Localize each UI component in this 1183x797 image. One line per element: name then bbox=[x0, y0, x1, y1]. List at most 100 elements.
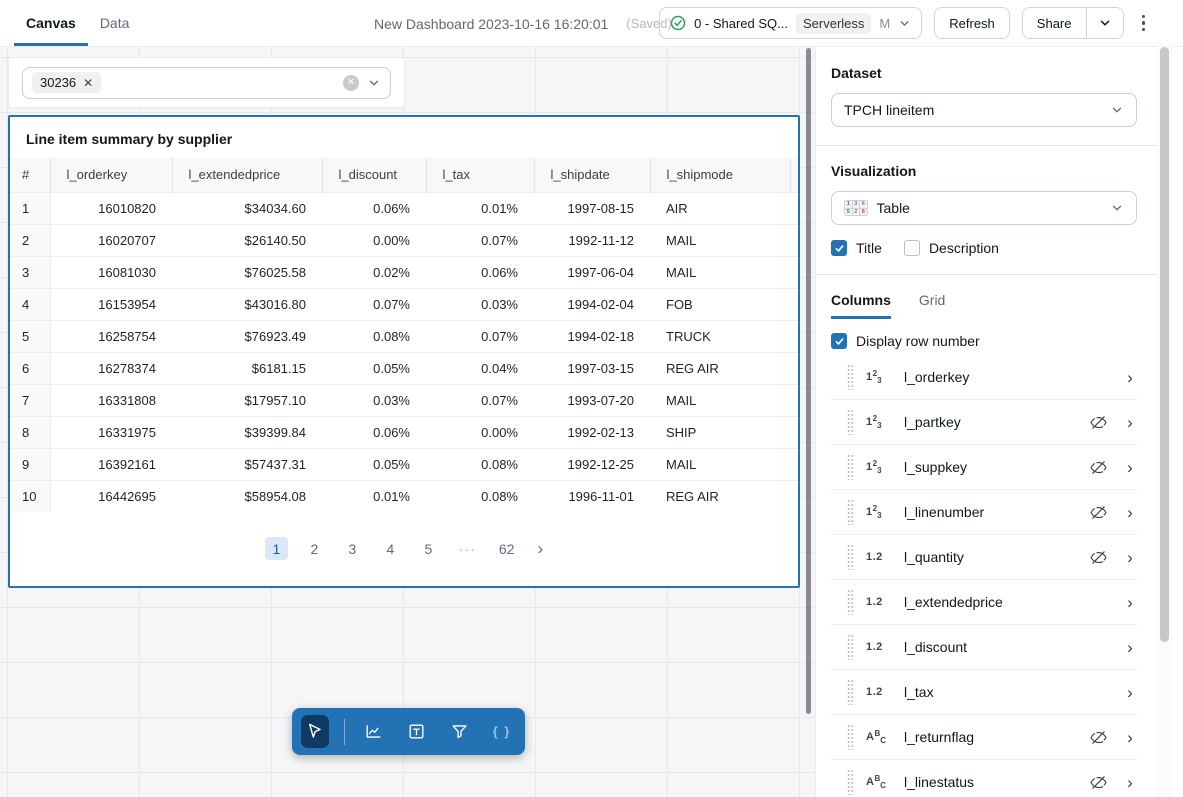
tab-data[interactable]: Data bbox=[99, 15, 130, 31]
add-code-tool-icon[interactable]: { } bbox=[492, 724, 512, 739]
row-number-cell: 2 bbox=[10, 223, 51, 256]
dataset-select[interactable]: TPCH lineitem bbox=[831, 93, 1137, 127]
column-config-row-l_tax[interactable]: 1.2 l_tax › bbox=[831, 670, 1137, 715]
canvas-scrollbar[interactable] bbox=[806, 48, 811, 714]
table-cell: 0.04% bbox=[426, 351, 534, 384]
table-cell: 0.00% bbox=[322, 223, 426, 256]
window-scrollbar[interactable] bbox=[1157, 45, 1172, 797]
column-header-row-number[interactable]: # bbox=[10, 158, 51, 192]
drag-handle-icon[interactable] bbox=[847, 409, 854, 435]
table-cell: 0.02% bbox=[322, 255, 426, 288]
page-button-1[interactable]: 1 bbox=[264, 537, 288, 560]
table-cell: 0.08% bbox=[322, 319, 426, 352]
expand-chevron-icon[interactable]: › bbox=[1127, 772, 1133, 792]
page-button-2[interactable]: 2 bbox=[310, 540, 319, 557]
hidden-eye-slash-icon[interactable] bbox=[1085, 459, 1111, 476]
table-cell: 1997-06-04 bbox=[534, 255, 650, 288]
pagination: 1 2 3 4 5 ··· 62 › bbox=[10, 537, 798, 560]
title-checkbox[interactable]: Title bbox=[831, 240, 882, 256]
table-cell: 16010820 bbox=[50, 191, 172, 224]
drag-handle-icon[interactable] bbox=[847, 454, 854, 480]
drag-handle-icon[interactable] bbox=[847, 769, 854, 795]
column-header-l_tax[interactable]: l_tax bbox=[426, 158, 535, 192]
table-cell: FOB bbox=[650, 287, 790, 320]
drag-handle-icon[interactable] bbox=[847, 364, 854, 390]
expand-chevron-icon[interactable]: › bbox=[1127, 502, 1133, 522]
column-config-row-l_extendedprice[interactable]: 1.2 l_extendedprice › bbox=[831, 580, 1137, 625]
select-cursor-tool-icon[interactable] bbox=[301, 715, 329, 748]
table-cell: 16081030 bbox=[50, 255, 172, 288]
hidden-eye-slash-icon[interactable] bbox=[1085, 504, 1111, 521]
table-cell-filler bbox=[790, 351, 798, 384]
expand-chevron-icon[interactable]: › bbox=[1127, 682, 1133, 702]
expand-chevron-icon[interactable]: › bbox=[1127, 457, 1133, 477]
row-number-cell: 5 bbox=[10, 319, 51, 352]
hidden-eye-slash-icon[interactable] bbox=[1085, 774, 1111, 791]
integer-type-icon: 123 bbox=[866, 504, 882, 520]
share-menu-button[interactable] bbox=[1085, 8, 1123, 38]
drag-handle-icon[interactable] bbox=[847, 544, 854, 570]
expand-chevron-icon[interactable]: › bbox=[1127, 412, 1133, 432]
next-page-icon[interactable]: › bbox=[537, 539, 544, 558]
filter-select[interactable]: 30236 ✕ ✕ bbox=[22, 66, 391, 99]
dashboard-title[interactable]: New Dashboard 2023-10-16 16:20:01 bbox=[374, 15, 609, 32]
dashboard-canvas[interactable]: 30236 ✕ ✕ Line item summary by supplier … bbox=[0, 47, 815, 797]
column-header-l_discount[interactable]: l_discount bbox=[322, 158, 427, 192]
drag-handle-icon[interactable] bbox=[847, 724, 854, 750]
window-scrollbar-thumb[interactable] bbox=[1160, 47, 1169, 642]
page-button-4[interactable]: 4 bbox=[386, 540, 395, 557]
column-header-l_orderkey[interactable]: l_orderkey bbox=[50, 158, 173, 192]
page-button-62[interactable]: 62 bbox=[498, 540, 515, 557]
tab-grid[interactable]: Grid bbox=[918, 292, 946, 308]
share-button[interactable]: Share bbox=[1022, 8, 1086, 38]
column-header-l_shipdate[interactable]: l_shipdate bbox=[534, 158, 651, 192]
hidden-eye-slash-icon[interactable] bbox=[1085, 549, 1111, 566]
refresh-button[interactable]: Refresh bbox=[934, 7, 1010, 39]
kebab-menu-icon[interactable] bbox=[1136, 9, 1152, 38]
page-button-5[interactable]: 5 bbox=[424, 540, 433, 557]
column-config-row-l_orderkey[interactable]: 123 l_orderkey › bbox=[831, 355, 1137, 400]
drag-handle-icon[interactable] bbox=[847, 499, 854, 525]
tab-canvas[interactable]: Canvas bbox=[14, 0, 88, 46]
add-visualization-tool-icon[interactable] bbox=[360, 715, 388, 748]
table-widget[interactable]: Line item summary by supplier # l_orderke… bbox=[8, 115, 800, 588]
result-table-header-row: # l_orderkey l_extendedprice l_discount l_ta… bbox=[10, 158, 798, 192]
expand-chevron-icon[interactable]: › bbox=[1127, 727, 1133, 747]
column-config-row-l_suppkey[interactable]: 123 l_suppkey › bbox=[831, 445, 1137, 490]
editor-tabs: Canvas Data bbox=[14, 0, 141, 46]
column-config-row-l_linenumber[interactable]: 123 l_linenumber › bbox=[831, 490, 1137, 535]
column-header-l_shipmode[interactable]: l_shipmode bbox=[650, 158, 791, 192]
column-config-row-l_returnflag[interactable]: ABC l_returnflag › bbox=[831, 715, 1137, 760]
warehouse-selector[interactable]: 0 - Shared SQ... Serverless M bbox=[659, 7, 923, 39]
drag-handle-icon[interactable] bbox=[847, 679, 854, 705]
expand-chevron-icon[interactable]: › bbox=[1127, 547, 1133, 567]
filter-chip[interactable]: 30236 ✕ bbox=[32, 72, 102, 93]
page-button-3[interactable]: 3 bbox=[348, 540, 357, 557]
expand-chevron-icon[interactable]: › bbox=[1127, 367, 1133, 387]
description-checkbox[interactable]: Description bbox=[903, 240, 999, 256]
hidden-eye-slash-icon[interactable] bbox=[1085, 414, 1111, 431]
clear-all-icon[interactable]: ✕ bbox=[343, 74, 359, 91]
chip-remove-icon[interactable]: ✕ bbox=[83, 75, 94, 90]
column-config-row-l_discount[interactable]: 1.2 l_discount › bbox=[831, 625, 1137, 670]
add-filter-tool-icon[interactable] bbox=[445, 715, 473, 748]
display-row-number-checkbox[interactable]: Display row number bbox=[831, 333, 1137, 349]
row-number-cell: 6 bbox=[10, 351, 51, 384]
row-number-cell: 7 bbox=[10, 383, 51, 416]
add-textbox-tool-icon[interactable] bbox=[403, 715, 431, 748]
drag-handle-icon[interactable] bbox=[847, 589, 854, 615]
hidden-eye-slash-icon[interactable] bbox=[1085, 729, 1111, 746]
table-cell: 0.00% bbox=[426, 415, 534, 448]
column-header-l_extendedprice[interactable]: l_extendedprice bbox=[172, 158, 323, 192]
drag-handle-icon[interactable] bbox=[847, 634, 854, 660]
column-config-row-l_linestatus[interactable]: ABC l_linestatus › bbox=[831, 760, 1137, 797]
table-row: 5 16258754 $76923.49 0.08% 0.07% 1994-02-18 TR… bbox=[10, 319, 798, 352]
tab-columns[interactable]: Columns bbox=[831, 292, 891, 319]
expand-chevron-icon[interactable]: › bbox=[1127, 592, 1133, 612]
expand-chevron-icon[interactable]: › bbox=[1127, 637, 1133, 657]
column-config-row-l_partkey[interactable]: 123 l_partkey › bbox=[831, 400, 1137, 445]
filter-widget[interactable]: 30236 ✕ ✕ bbox=[8, 57, 405, 108]
column-config-row-l_quantity[interactable]: 1.2 l_quantity › bbox=[831, 535, 1137, 580]
table-row: 1 16010820 $34034.60 0.06% 0.01% 1997-08-15 AI… bbox=[10, 191, 798, 224]
